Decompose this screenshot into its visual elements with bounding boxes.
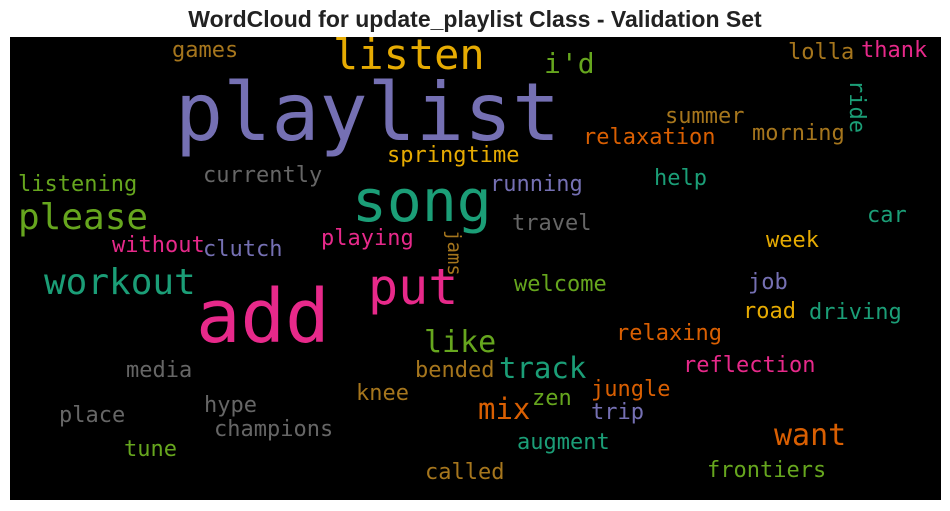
word-running: running — [490, 172, 583, 197]
word-currently: currently — [203, 163, 323, 188]
word-song: song — [352, 167, 492, 235]
word-week: week — [766, 228, 819, 253]
word-zen: zen — [532, 386, 572, 411]
word-job: job — [748, 270, 788, 295]
word-workout: workout — [44, 262, 196, 303]
word-games: games — [172, 38, 239, 63]
word-jungle: jungle — [591, 377, 671, 402]
wordcloud-canvas: playlist add song put listen please workout wan… — [10, 37, 941, 500]
word-driving: driving — [809, 300, 902, 325]
word-knee: knee — [356, 381, 409, 406]
word-relaxing: relaxing — [616, 321, 722, 346]
word-playing: playing — [321, 226, 414, 251]
word-without: without — [112, 233, 205, 258]
word-relaxation: relaxation — [583, 125, 716, 150]
word-media: media — [126, 358, 193, 383]
word-springtime: springtime — [387, 143, 520, 168]
word-please: please — [18, 197, 149, 238]
word-travel: travel — [512, 211, 592, 236]
word-like: like — [424, 325, 497, 360]
word-augment: augment — [517, 430, 610, 455]
word-bended: bended — [415, 358, 495, 383]
word-mix: mix — [478, 392, 531, 426]
word-frontiers: frontiers — [707, 458, 827, 483]
word-summer: summer — [665, 104, 745, 129]
word-track: track — [499, 351, 587, 385]
word-car: car — [867, 203, 907, 228]
word-add: add — [196, 274, 330, 360]
word-i-d: i'd — [544, 47, 595, 80]
word-lolla: lolla — [788, 40, 855, 65]
word-listening: listening — [18, 172, 138, 197]
word-road: road — [743, 299, 796, 324]
word-put: put — [368, 258, 459, 316]
word-champions: champions — [214, 417, 334, 442]
chart-title: WordCloud for update_playlist Class - Va… — [188, 6, 762, 32]
word-called: called — [425, 460, 505, 485]
word-hype: hype — [204, 393, 257, 418]
word-listen: listen — [333, 37, 485, 79]
word-help: help — [654, 166, 707, 191]
word-tune: tune — [124, 437, 177, 462]
word-trip: trip — [591, 400, 644, 425]
word-want: want — [774, 418, 847, 453]
word-reflection: reflection — [683, 353, 816, 378]
word-welcome: welcome — [514, 272, 607, 297]
word-clutch: clutch — [203, 237, 283, 262]
word-ride: ride — [844, 80, 869, 133]
word-place: place — [59, 403, 126, 428]
word-morning: morning — [752, 121, 845, 146]
word-jams: jams — [443, 230, 465, 276]
word-thank: thank — [861, 38, 928, 63]
word-playlist: playlist — [175, 66, 561, 159]
